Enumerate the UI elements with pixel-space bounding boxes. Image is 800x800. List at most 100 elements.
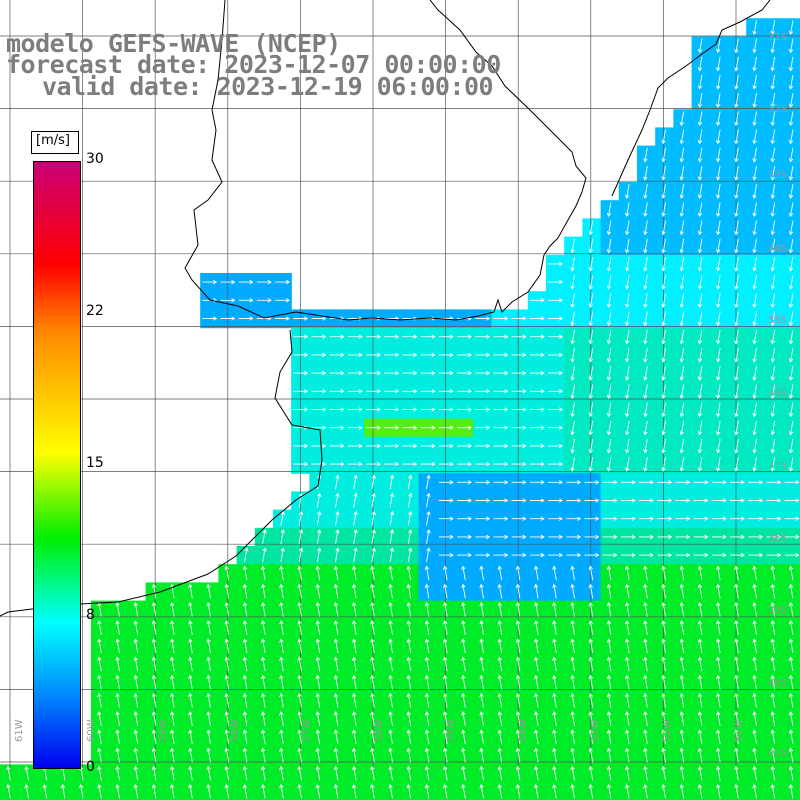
wind-arrow [311,316,327,321]
wind-arrow [347,443,363,449]
wind-arrow [752,729,757,745]
wind-arrow [224,565,230,581]
wind-arrow [715,729,721,745]
wind-arrow [570,384,575,400]
wind-arrow [188,601,193,617]
wind-arrow [493,370,509,376]
wind-arrow [770,674,776,690]
wind-arrow [529,498,545,503]
wind-arrow [371,529,377,544]
wind-arrow [606,202,612,218]
wind-arrow [734,765,739,781]
wind-arrow [366,352,381,358]
wind-arrow [715,747,721,763]
lat-label: 33S [768,170,788,181]
wind-arrow [151,656,157,672]
wind-arrow [169,783,175,799]
wind-arrow [748,498,764,503]
wind-arrow [624,256,630,272]
wind-arrow [679,765,685,781]
wind-arrow [643,165,648,181]
wind-arrow [384,407,400,412]
wind-arrow [529,352,545,358]
wind-arrow [188,583,193,599]
wind-arrow [548,389,563,394]
wind-arrow [679,692,685,708]
wind-arrow [479,729,484,745]
wind-arrow [643,765,648,781]
wind-arrow [624,347,630,363]
wind-arrow [511,316,527,321]
wind-arrow [752,311,757,327]
wind-arrow [679,420,685,436]
wind-arrow [697,765,703,781]
wind-arrow [388,765,393,781]
wind-arrow [533,729,539,745]
wind-arrow [715,256,721,272]
lat-label: 41S [768,748,788,759]
wind-arrow [311,443,327,449]
wind-arrow [115,601,120,617]
wind-arrow [438,334,454,339]
wind-arrow [424,638,430,654]
wind-arrow [389,474,395,490]
wind-arrow [457,498,472,503]
wind-arrow [752,583,757,599]
wind-arrow [643,202,648,218]
wind-arrow [624,711,630,726]
wind-arrow [661,620,666,635]
wind-arrow [220,316,236,321]
wind-arrow [333,565,339,581]
wind-arrow [715,311,721,327]
wind-arrow [624,692,630,708]
wind-arrow [661,402,666,418]
lon-label: 54W [518,719,529,742]
colorbar-tick-30: 30 [86,151,104,167]
wind-arrow [426,529,431,544]
wind-arrow [479,565,484,581]
wind-arrow [639,552,654,558]
wind-arrow [426,492,431,508]
wind-arrow [406,729,412,745]
wind-arrow [606,220,612,236]
wind-arrow [206,583,211,599]
wind-arrow [442,638,448,654]
wind-arrow [511,516,527,521]
wind-arrow [133,638,139,654]
wind-arrow [493,461,509,467]
wind-arrow [293,352,309,358]
wind-arrow [224,765,230,781]
wind-arrow [406,601,412,617]
wind-arrow [548,461,563,467]
wind-arrow [770,783,776,799]
lat-label: 36S [768,388,788,399]
wind-arrow [457,534,472,540]
wind-arrow [715,220,721,236]
wind-arrow [442,692,448,708]
wind-arrow [548,279,563,285]
wind-arrow [497,583,503,599]
wind-arrow [533,583,539,599]
wind-arrow [570,329,575,345]
wind-arrow [643,147,648,163]
wind-arrow [679,747,685,763]
wind-arrow [280,510,286,526]
wind-arrow [661,656,666,672]
wind-arrow [770,56,776,72]
wind-arrow [643,457,648,472]
wind-arrow [679,238,685,254]
wind-arrow [224,692,230,708]
wind-arrow [624,565,630,581]
wind-arrow [242,747,248,763]
wind-arrow [315,583,321,599]
wind-arrow [533,601,539,617]
wind-arrow [169,711,175,726]
wind-arrow [639,534,654,540]
wind-arrow [497,565,503,581]
wind-arrow [752,366,757,381]
wind-arrow [624,275,630,290]
wind-arrow [730,480,745,485]
wind-arrow [624,420,630,436]
wind-arrow [515,729,521,745]
wind-arrow [311,461,327,467]
